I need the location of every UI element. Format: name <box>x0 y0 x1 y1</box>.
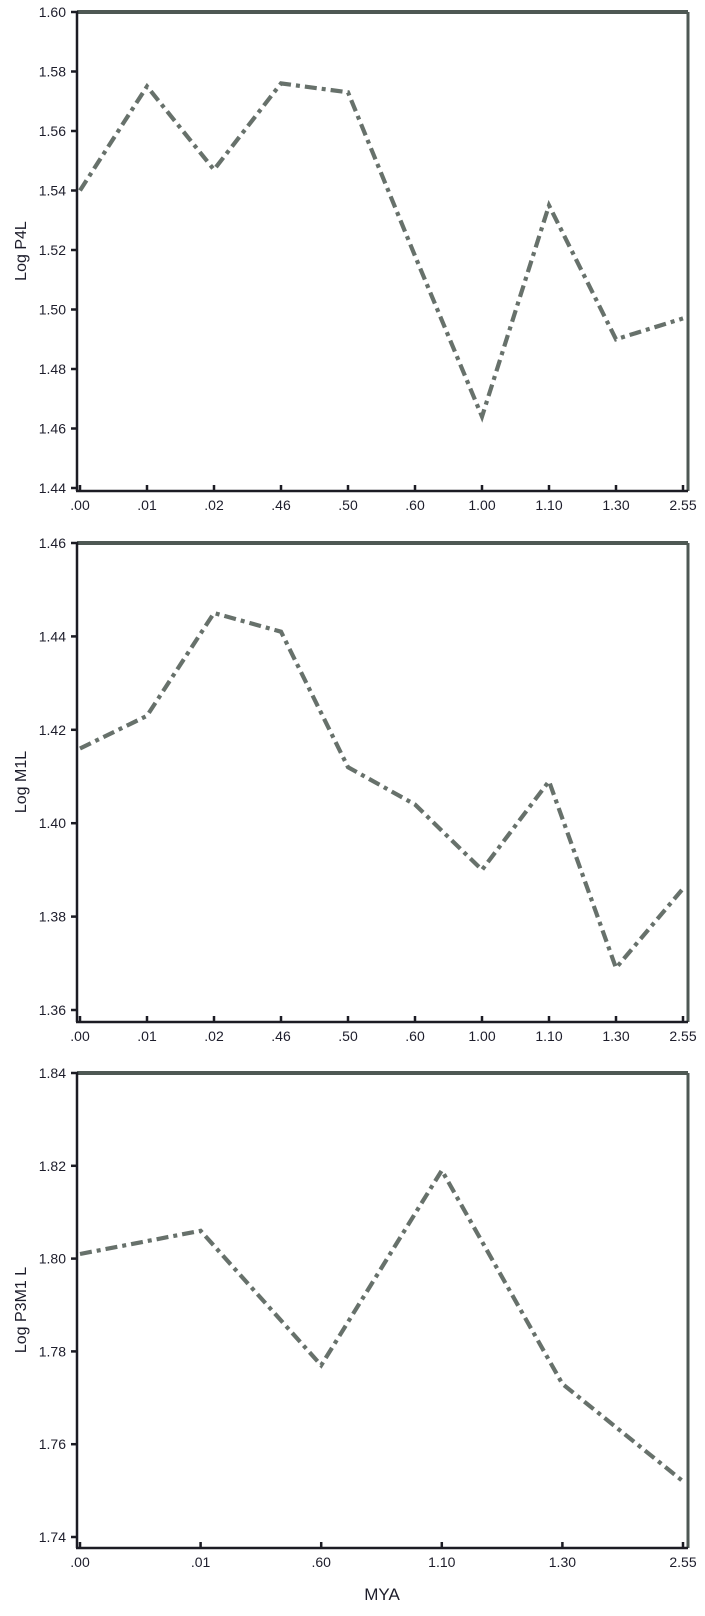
y-tick-label: 1.60 <box>39 4 66 20</box>
y-axis-title-log-p4l: Log P4L <box>13 221 30 281</box>
y-tick-label: 1.52 <box>39 242 66 258</box>
x-tick-label: 1.00 <box>468 1028 495 1044</box>
x-tick-label: .50 <box>338 1028 358 1044</box>
x-tick-label: .00 <box>70 497 90 513</box>
series-line-log-m1l <box>79 610 685 973</box>
x-tick-label: .60 <box>311 1554 331 1570</box>
y-tick-label: 1.76 <box>39 1436 66 1452</box>
y-axis-title-log-p3m1l: Log P3M1 L <box>13 1266 30 1354</box>
y-tick-label: 1.50 <box>39 302 66 318</box>
chart-log-p4l-canvas: 1.44 1.46 1.48 1.50 1.52 1.54 1.56 1.58 1.60 .00.… <box>39 4 697 513</box>
x-tick-label: .00 <box>70 1554 90 1570</box>
x-tick-label: .60 <box>405 497 425 513</box>
x-tick-label: .46 <box>271 497 291 513</box>
y-tick-label: 1.48 <box>39 361 66 377</box>
x-axis-title-mya: MYA <box>364 1585 400 1604</box>
x-tick-label: 1.10 <box>535 497 562 513</box>
y-tick-label: 1.54 <box>39 183 66 199</box>
y-tick-label: 1.78 <box>39 1343 66 1359</box>
y-tick-label: 1.42 <box>39 722 66 738</box>
x-tick-label: .01 <box>137 497 157 513</box>
x-tick-label: 1.10 <box>535 1028 562 1044</box>
x-tick-label: .50 <box>338 497 358 513</box>
y-tick-label: 1.36 <box>39 1002 66 1018</box>
series-line-log-p4l <box>78 81 684 423</box>
y-tick-label: 1.82 <box>39 1158 66 1174</box>
chart-log-m1l-canvas: 1.36 1.38 1.40 1.42 1.44 1.46 .00 .01 .02 .46 .50.… <box>39 535 697 1044</box>
x-tick-label: .60 <box>405 1028 425 1044</box>
chart-log-p3m1l-canvas: 1.74 1.76 1.78 1.80 1.82 1.84 .00 .01 .60 1.10 1.3… <box>39 1065 697 1570</box>
y-tick-label: 1.38 <box>39 909 66 925</box>
y-tick-label: 1.80 <box>39 1251 66 1267</box>
x-tick-label: .02 <box>204 497 224 513</box>
x-tick-label: .00 <box>70 1028 90 1044</box>
x-tick-label: 1.30 <box>602 1028 629 1044</box>
x-tick-label: .01 <box>137 1028 157 1044</box>
x-tick-label: 1.30 <box>602 497 629 513</box>
y-tick-label: 1.56 <box>39 123 66 139</box>
x-tick-label: 2.55 <box>669 1028 696 1044</box>
x-tick-label: 1.30 <box>549 1554 576 1570</box>
x-tick-label: .02 <box>204 1028 224 1044</box>
y-tick-label: 1.84 <box>39 1065 66 1081</box>
series-line-log-p3m1l <box>79 1166 685 1483</box>
y-tick-label: 1.46 <box>39 535 66 551</box>
y-tick-label: 1.40 <box>39 815 66 831</box>
y-tick-label: 1.58 <box>39 64 66 80</box>
y-axis-title-log-m1l: Log M1L <box>13 750 30 814</box>
y-tick-label: 1.44 <box>39 480 66 496</box>
x-tick-label: 1.10 <box>428 1554 455 1570</box>
x-tick-label: 2.55 <box>669 497 696 513</box>
x-tick-label: .46 <box>271 1028 291 1044</box>
x-tick-label: 1.00 <box>468 497 495 513</box>
y-tick-label: 1.46 <box>39 421 66 437</box>
x-tick-label: .01 <box>191 1554 211 1570</box>
x-tick-label: 2.55 <box>669 1554 696 1570</box>
y-tick-label: 1.74 <box>39 1529 66 1545</box>
y-tick-label: 1.44 <box>39 628 66 644</box>
